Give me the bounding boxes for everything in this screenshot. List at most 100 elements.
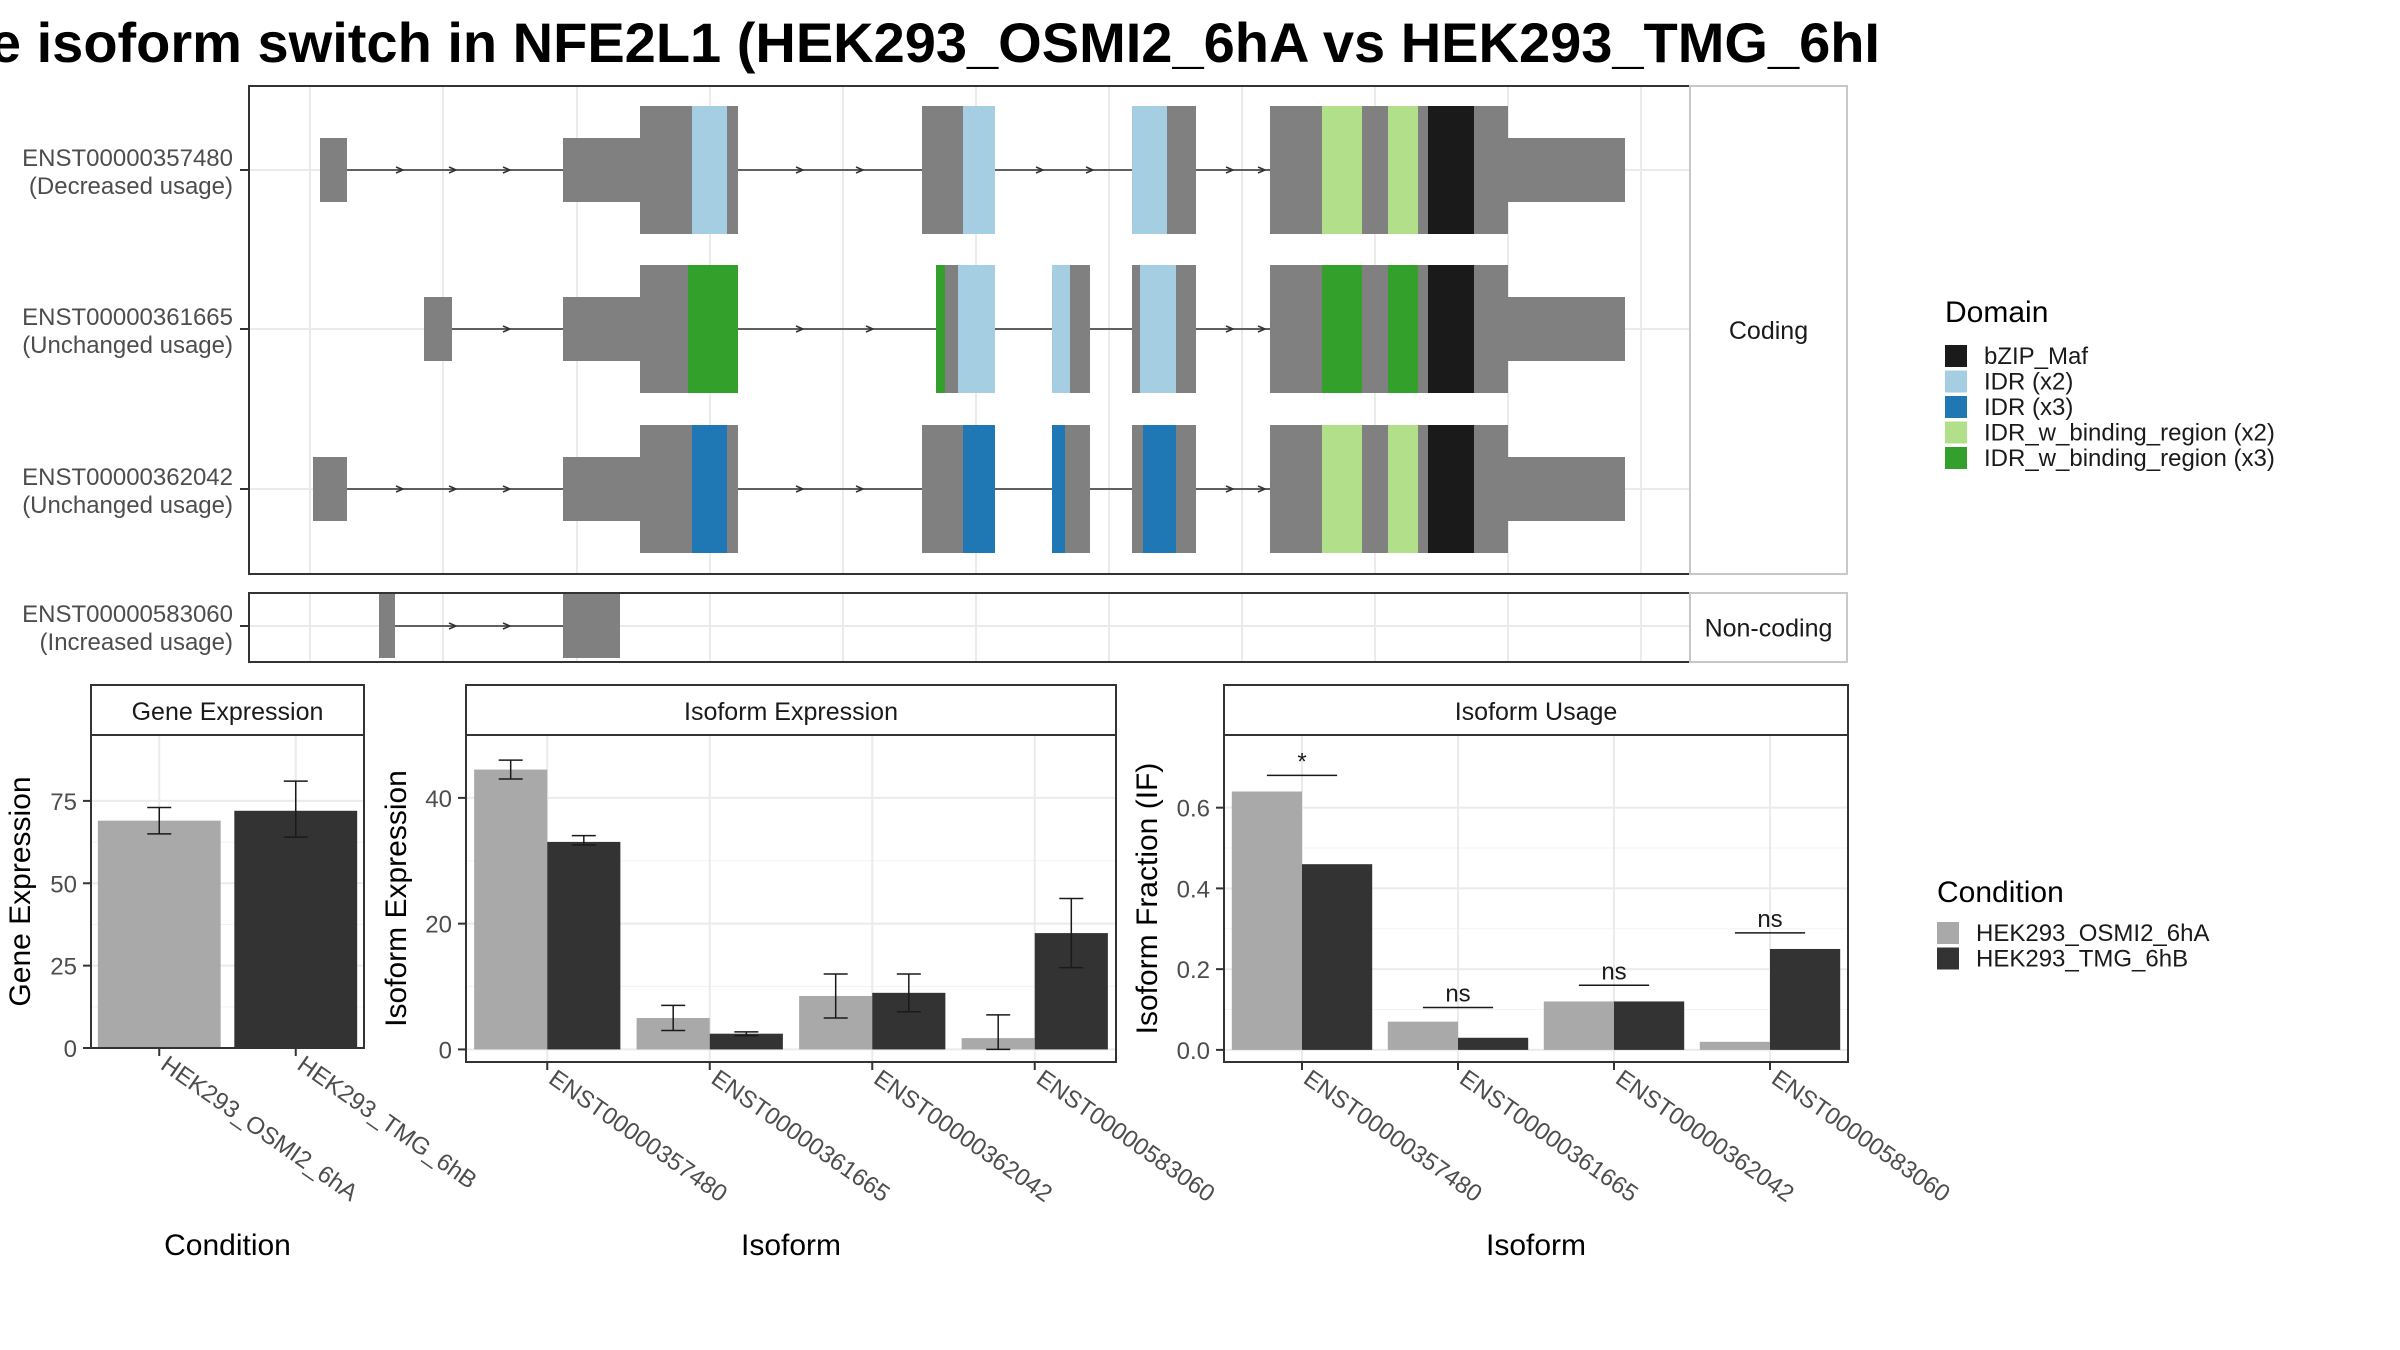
y-tick-label: 0.6 xyxy=(1177,796,1210,823)
intron-arrow xyxy=(855,485,865,493)
legend-domain-swatch xyxy=(1945,447,1967,469)
x-tick-label: ENST00000361665 xyxy=(706,1065,894,1208)
utr5-exon xyxy=(313,457,347,521)
domain-idr-binding xyxy=(936,265,945,393)
y-axis-title: Isoform Expression xyxy=(380,770,413,1027)
facet-strip-title: Isoform Expression xyxy=(684,698,898,726)
intron-arrow xyxy=(502,166,512,174)
intron-arrow xyxy=(1257,325,1267,333)
y-tick-label: 50 xyxy=(50,871,77,898)
facet-strip xyxy=(465,684,1117,736)
domain-idr xyxy=(1132,106,1167,234)
x-axis-title: Condition xyxy=(164,1229,291,1262)
bar xyxy=(1387,1021,1458,1050)
utr3-exon xyxy=(1508,457,1625,521)
domain-bzip-maf xyxy=(1428,265,1474,393)
cds-exon xyxy=(1270,425,1322,553)
y-tick-label: 0 xyxy=(439,1037,452,1064)
isoform-label-id: ENST00000361665 xyxy=(22,304,233,331)
plot-panel-border xyxy=(90,734,365,1049)
isoform-label-id: ENST00000583060 xyxy=(22,601,233,628)
intron-arrow xyxy=(1225,166,1235,174)
significance-label: ns xyxy=(1445,981,1470,1008)
intron-arrow xyxy=(1035,166,1045,174)
utr3-exon xyxy=(1508,138,1625,202)
bar xyxy=(1770,948,1841,1050)
bar xyxy=(709,1033,783,1050)
domain-idr-binding xyxy=(1322,425,1362,553)
figure-title-container: ne isoform switch in NFE2L1 (HEK293_OSMI… xyxy=(0,6,2400,86)
y-tick-label: 0 xyxy=(64,1036,77,1063)
y-tick-label: 20 xyxy=(425,912,452,939)
isoform-label-id: ENST00000357480 xyxy=(22,145,233,172)
cds-segment xyxy=(1132,265,1140,393)
domain-idr xyxy=(963,106,995,234)
legend-condition-label: HEK293_OSMI2_6hA xyxy=(1976,920,2209,947)
domain-idr xyxy=(1052,265,1070,393)
domain-idr xyxy=(692,425,727,553)
bar xyxy=(234,810,358,1048)
bar xyxy=(1231,791,1302,1050)
cds-exon xyxy=(1270,106,1322,234)
domain-idr xyxy=(692,106,727,234)
cds-segment xyxy=(640,106,692,234)
isoform-label-usage: (Unchanged usage) xyxy=(22,332,233,359)
bar xyxy=(1543,1001,1614,1050)
bar xyxy=(1458,1037,1529,1050)
legend-domain-swatch xyxy=(1945,345,1967,367)
cds-segment xyxy=(727,425,738,553)
cds-segment xyxy=(640,425,692,553)
cds-segment xyxy=(640,265,688,393)
cds-exon xyxy=(1362,425,1388,553)
intron-arrow xyxy=(502,485,512,493)
domain-idr-binding xyxy=(1322,265,1362,393)
legend-condition-swatch xyxy=(1937,922,1959,944)
intron-arrow xyxy=(1257,166,1267,174)
x-tick-label: ENST00000357480 xyxy=(544,1065,732,1208)
cds-segment xyxy=(922,425,963,553)
cds-segment xyxy=(1132,425,1143,553)
cds-segment xyxy=(945,265,958,393)
x-axis-title: Isoform xyxy=(741,1229,841,1262)
utr5-exon xyxy=(424,297,452,361)
bar xyxy=(1699,1041,1770,1050)
intron-arrow xyxy=(502,622,512,630)
intron-arrow xyxy=(502,325,512,333)
cds-segment xyxy=(1065,425,1090,553)
x-tick-label: ENST00000362042 xyxy=(869,1065,1057,1208)
strip-label-coding: Coding xyxy=(1729,317,1808,345)
domain-idr xyxy=(963,425,995,553)
isoform-label-usage: (Decreased usage) xyxy=(29,173,233,200)
cds-exon xyxy=(1418,425,1428,553)
domain-idr-binding xyxy=(1388,425,1418,553)
facet-strip xyxy=(90,684,365,736)
significance-label: ns xyxy=(1757,906,1782,933)
intron-arrow xyxy=(1257,485,1267,493)
cds-exon xyxy=(1474,265,1508,393)
domain-idr-binding xyxy=(1388,265,1418,393)
legend-condition-swatch xyxy=(1937,947,1959,970)
plot-panel-border xyxy=(465,734,1117,1063)
x-tick-label: ENST00000583060 xyxy=(1031,1065,1219,1208)
legend-domain-swatch xyxy=(1945,370,1967,393)
domain-idr-binding xyxy=(1388,106,1418,234)
bar xyxy=(547,841,621,1050)
legend-domain-label: IDR (x2) xyxy=(1984,369,2073,396)
figure-title: ne isoform switch in NFE2L1 (HEK293_OSMI… xyxy=(0,11,1880,74)
cds-exon xyxy=(1362,106,1388,234)
domain-idr xyxy=(1140,265,1176,393)
utr-exon xyxy=(379,594,395,658)
y-tick-label: 25 xyxy=(50,954,77,981)
cds-exon xyxy=(1474,425,1508,553)
cds-segment xyxy=(1176,265,1196,393)
utr-exon xyxy=(563,594,620,658)
legend-domain-swatch xyxy=(1945,421,1967,444)
utr5-exon xyxy=(320,138,347,202)
y-axis-title: Gene Expression xyxy=(4,776,37,1006)
plot-panel-border xyxy=(1223,734,1849,1063)
cds-exon xyxy=(1418,106,1428,234)
bar xyxy=(474,769,548,1050)
bar xyxy=(97,820,221,1048)
isoform-label-id: ENST00000362042 xyxy=(22,464,233,491)
